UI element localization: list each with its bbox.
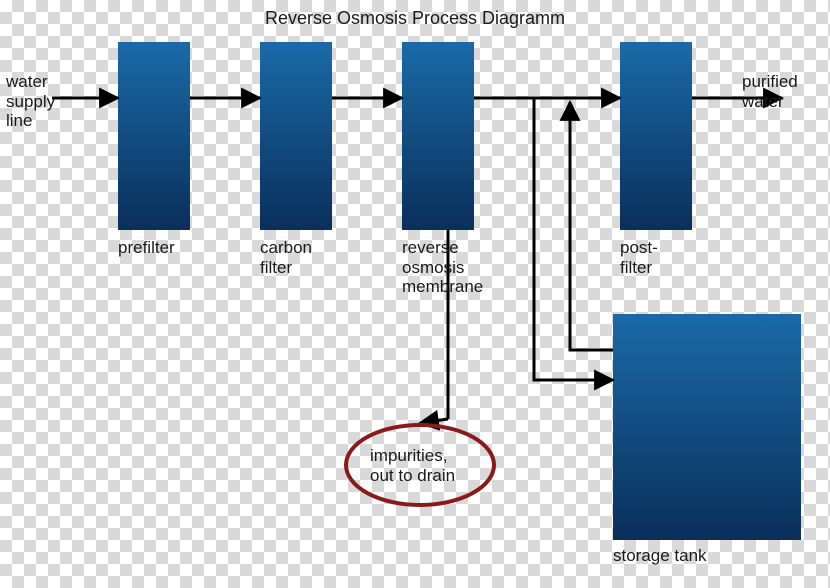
label-purified-water: purified water <box>742 72 798 111</box>
label-membrane: reverse osmosis membrane <box>402 238 483 297</box>
label-storage: storage tank <box>613 546 707 566</box>
label-impurities: impurities, out to drain <box>370 446 455 485</box>
label-water-supply: water supply line <box>6 72 55 131</box>
label-prefilter: prefilter <box>118 238 175 258</box>
label-postfilter: post- filter <box>620 238 658 277</box>
label-carbon: carbon filter <box>260 238 312 277</box>
diagram-layer: Reverse Osmosis Process Diagramm water s… <box>0 0 830 588</box>
